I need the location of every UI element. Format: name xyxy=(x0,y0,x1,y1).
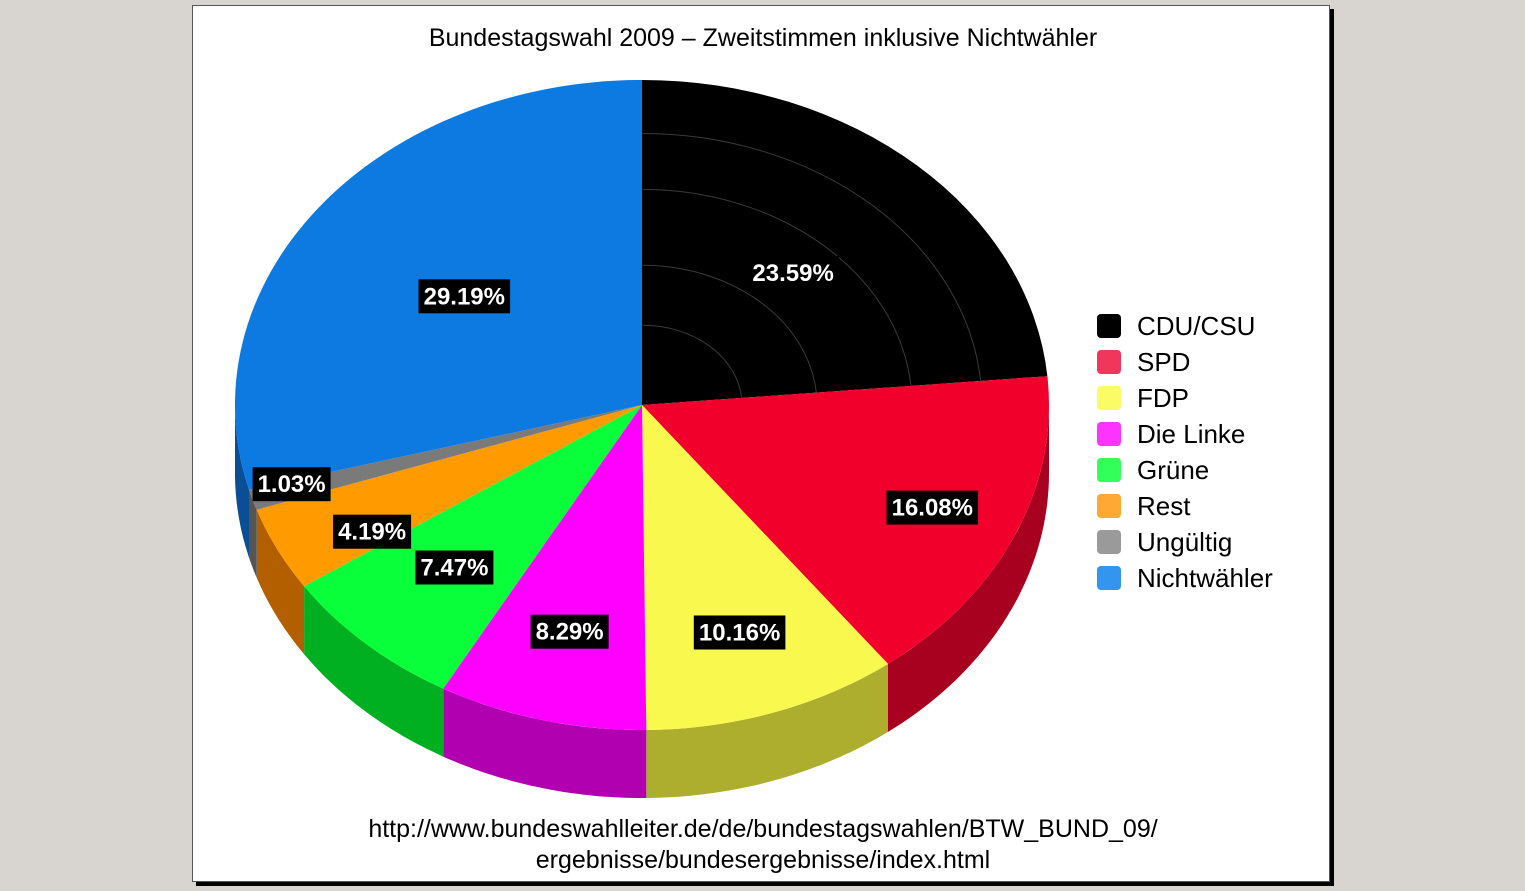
data-label-group: 7.47% xyxy=(415,550,494,585)
data-label: 29.19% xyxy=(424,283,505,310)
legend-swatch xyxy=(1097,386,1121,410)
data-label: 16.08% xyxy=(892,495,973,522)
pie-slice-die-linke xyxy=(443,405,647,731)
data-label-group: 10.16% xyxy=(693,615,786,650)
legend-item: Ungültig xyxy=(1097,524,1273,560)
legend-label: Ungültig xyxy=(1137,526,1233,557)
legend-label: Die Linke xyxy=(1137,418,1246,449)
pie-slice-cdu-csu xyxy=(642,80,1048,405)
legend-item: Grüne xyxy=(1097,452,1273,488)
legend-swatch xyxy=(1097,494,1121,518)
data-label-group: 16.08% xyxy=(886,490,979,525)
pie-side-ung-ltig xyxy=(249,489,257,578)
data-label-box xyxy=(415,550,494,585)
data-label: 1.03% xyxy=(258,471,326,498)
pie-side-walls xyxy=(235,405,1049,798)
pie-side-spd xyxy=(888,405,1049,732)
data-labels: 23.59% 16.08% 10.16% 8.29% 7.47% 4.19% 1.03% 29… xyxy=(252,256,979,650)
chart-legend: CDU/CSU SPD FDP Die Linke Grüne Rest Ungültig N… xyxy=(1097,308,1273,596)
legend-item: Die Linke xyxy=(1097,416,1273,452)
legend-swatch xyxy=(1097,314,1121,338)
data-label-group: 4.19% xyxy=(333,514,412,549)
data-label: 8.29% xyxy=(536,619,604,646)
legend-label: Rest xyxy=(1137,490,1191,521)
data-label-box xyxy=(418,279,511,314)
pie-side-rest xyxy=(256,509,305,655)
data-label-box xyxy=(747,256,839,291)
data-label-group: 1.03% xyxy=(252,467,331,502)
legend-swatch xyxy=(1097,350,1121,374)
data-label-box xyxy=(252,467,331,502)
data-label-group: 29.19% xyxy=(418,279,511,314)
legend-label: CDU/CSU xyxy=(1137,310,1256,341)
data-label-box xyxy=(693,615,786,650)
data-label: 7.47% xyxy=(420,555,488,582)
pie-slice-spd xyxy=(642,376,1049,664)
legend-swatch xyxy=(1097,566,1121,590)
legend-swatch xyxy=(1097,530,1121,554)
pie-slice-gr-ne xyxy=(304,405,642,689)
legend-item: Nichtwähler xyxy=(1097,560,1273,596)
source-line-1: http://www.bundeswahlleiter.de/de/bundes… xyxy=(368,815,1158,843)
pie-side-fdp xyxy=(646,663,888,798)
data-label-box xyxy=(886,490,979,525)
data-label: 4.19% xyxy=(338,519,406,546)
data-label-group: 8.29% xyxy=(530,614,609,649)
pie-slices xyxy=(234,79,1049,731)
pie-side-nichtw-hler xyxy=(235,405,249,558)
legend-swatch xyxy=(1097,458,1121,482)
legend-label: FDP xyxy=(1137,382,1189,413)
legend-item: CDU/CSU xyxy=(1097,308,1273,344)
data-label-box xyxy=(333,514,412,549)
data-label-group: 23.59% xyxy=(747,256,839,291)
data-label-box xyxy=(530,614,609,649)
pie-slice-texture xyxy=(642,133,982,398)
pie-side-gr-ne xyxy=(304,586,444,757)
source-note: http://www.bundeswahlleiter.de/de/bundes… xyxy=(192,814,1334,876)
data-label: 23.59% xyxy=(752,260,833,287)
legend-label: SPD xyxy=(1137,346,1191,377)
pie-side-die-linke xyxy=(443,688,647,798)
chart-title: Bundestagswahl 2009 – Zweitstimmen inklu… xyxy=(428,24,1098,52)
source-line-2: ergebnisse/bundesergebnisse/index.html xyxy=(535,846,991,874)
legend-item: FDP xyxy=(1097,380,1273,416)
legend-item: SPD xyxy=(1097,344,1273,380)
data-label: 10.16% xyxy=(699,620,780,647)
legend-label: Nichtwähler xyxy=(1137,562,1273,593)
legend-item: Rest xyxy=(1097,488,1273,524)
pie-slice-ung-ltig xyxy=(249,405,642,510)
legend-swatch xyxy=(1097,422,1121,446)
legend-label: Grüne xyxy=(1137,454,1210,485)
